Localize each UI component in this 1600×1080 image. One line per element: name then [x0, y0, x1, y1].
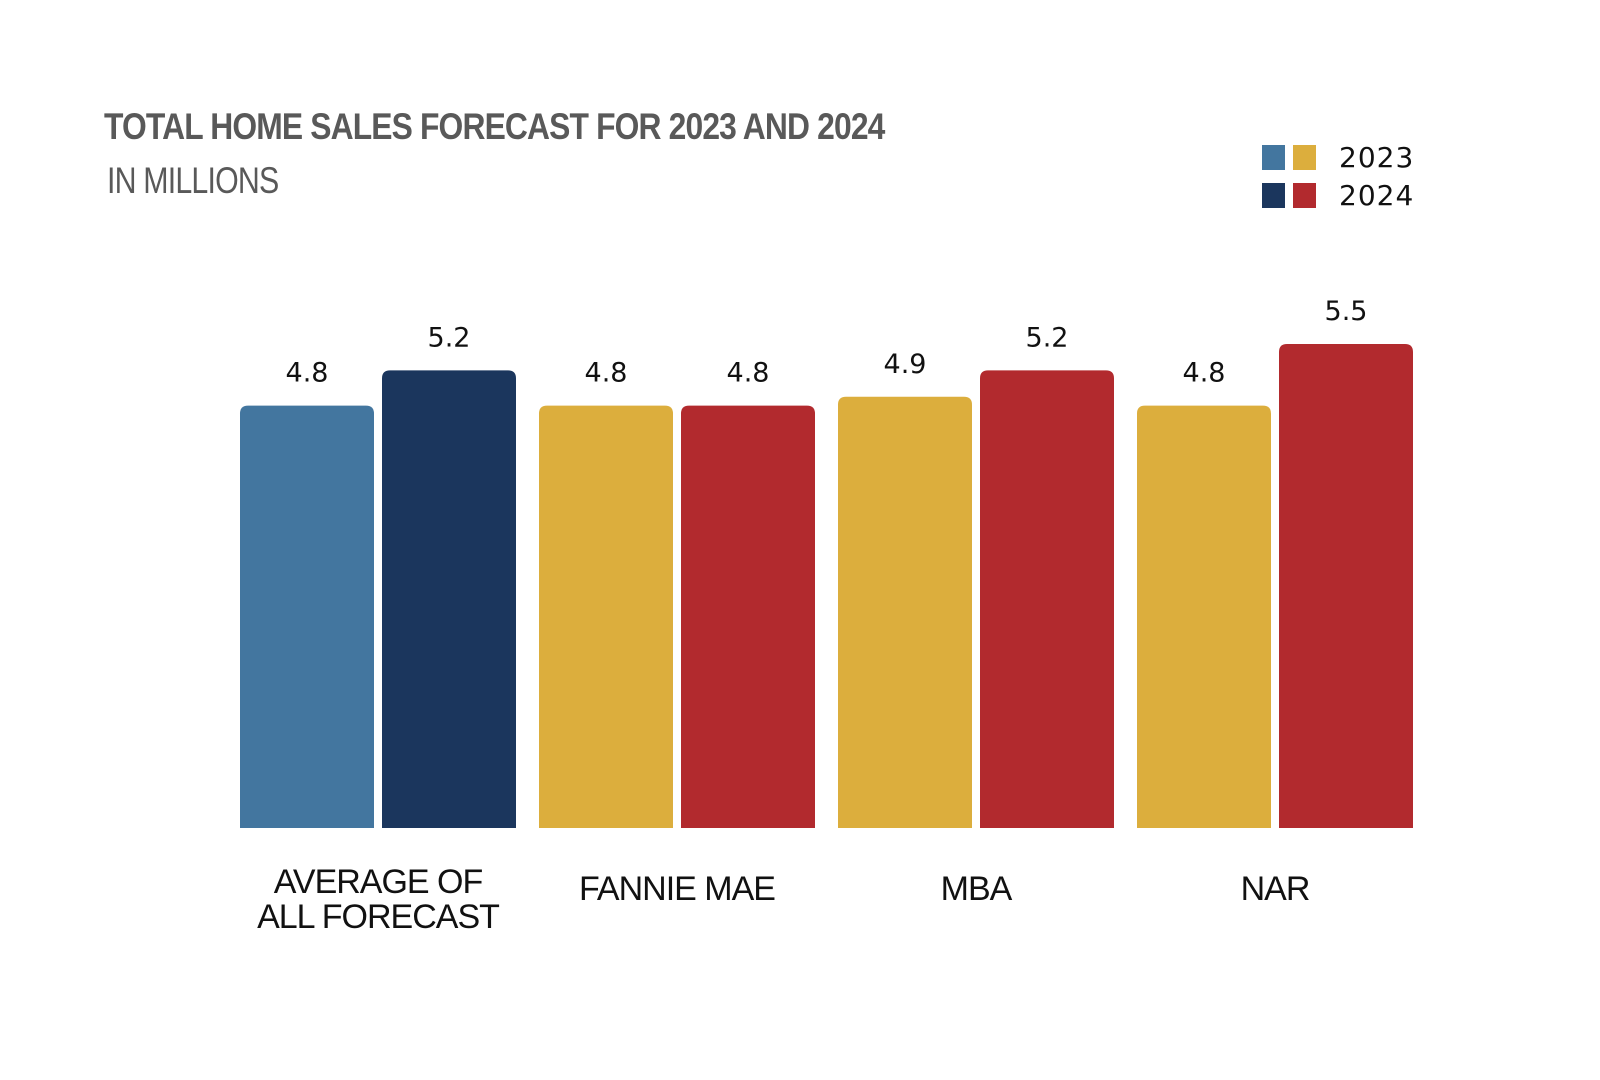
legend-label-2024: 2024 — [1339, 178, 1415, 212]
category-label-average-of-all-forecast-line1: AVERAGE OF — [274, 863, 483, 901]
value-label-average-of-all-forecast-2024: 5.2 — [428, 322, 471, 353]
value-label-nar-2024: 5.5 — [1325, 296, 1368, 327]
bar-nar-2023 — [1137, 405, 1271, 828]
value-label-fannie-mae-2023: 4.8 — [585, 358, 628, 389]
legend-swatch-2023-secondary — [1293, 144, 1316, 170]
category-label-fannie-mae: FANNIE MAE — [579, 870, 775, 908]
legend: 2023 2024 — [1262, 138, 1414, 214]
value-label-fannie-mae-2024: 4.8 — [727, 358, 770, 389]
category-label-nar: NAR — [1241, 870, 1310, 908]
category-label-average-of-all-forecast-line2: ALL FORECAST — [257, 898, 499, 936]
legend-item-2023: 2023 — [1262, 138, 1414, 176]
value-label-mba-2024: 5.2 — [1026, 322, 1069, 353]
legend-swatch-2023-primary — [1262, 144, 1285, 170]
chart-title: TOTAL HOME SALES FORECAST FOR 2023 AND 2… — [104, 106, 885, 147]
bar-average-of-all-forecast-2023 — [240, 405, 374, 828]
legend-swatch-2024-primary — [1262, 182, 1285, 208]
legend-item-2024: 2024 — [1262, 176, 1414, 214]
legend-swatch-2024-secondary — [1293, 182, 1316, 208]
bar-fannie-mae-2023 — [539, 405, 673, 828]
category-label-mba: MBA — [941, 870, 1013, 908]
bar-mba-2024 — [980, 370, 1114, 828]
chart-subtitle: IN MILLIONS — [107, 160, 279, 201]
bar-fannie-mae-2024 — [681, 405, 815, 828]
value-label-nar-2023: 4.8 — [1183, 358, 1226, 389]
bar-mba-2023 — [838, 396, 972, 828]
bar-nar-2024 — [1279, 344, 1413, 828]
bar-average-of-all-forecast-2024 — [382, 370, 516, 828]
value-label-mba-2023: 4.9 — [884, 349, 927, 380]
value-label-average-of-all-forecast-2023: 4.8 — [286, 358, 329, 389]
legend-label-2023: 2023 — [1339, 140, 1415, 174]
